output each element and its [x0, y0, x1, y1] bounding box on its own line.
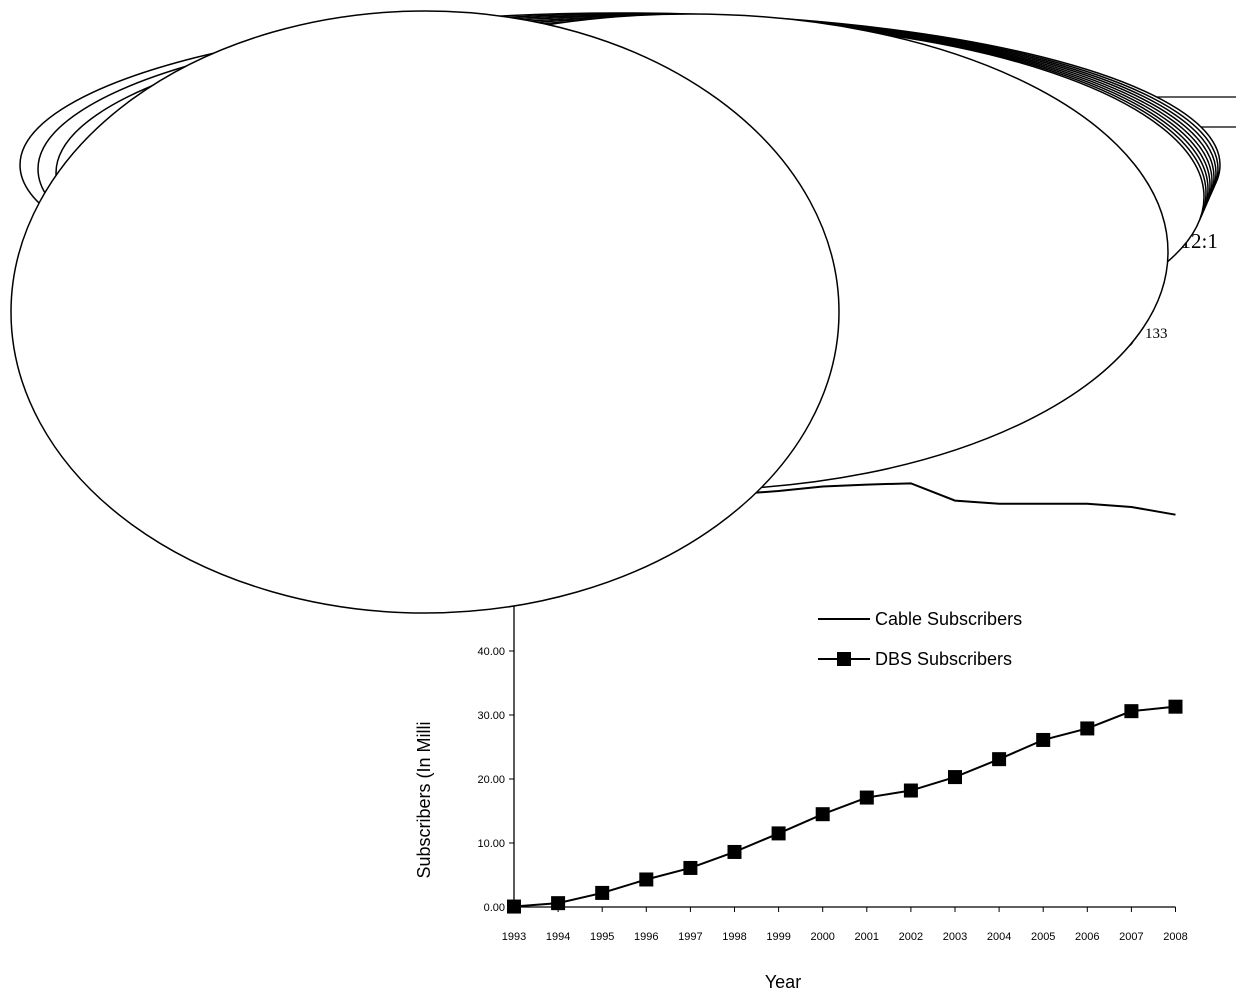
- series-line-cable: [734, 482, 1176, 516]
- dbs-data-point: [948, 770, 962, 785]
- y-tick-label: 20.00: [477, 774, 505, 786]
- y-tick-label: 0.00: [484, 902, 505, 914]
- x-tick-label: 2008: [1163, 931, 1187, 943]
- y-axis-title: Subscribers (In Milli: [414, 721, 434, 878]
- x-tick-label: 2006: [1075, 931, 1099, 943]
- legend-marker: [837, 652, 851, 666]
- dbs-data-point: [1168, 699, 1183, 714]
- x-tick-label: 1999: [766, 931, 790, 943]
- dbs-data-point: [551, 896, 566, 911]
- y-tick-label: 30.00: [477, 710, 505, 722]
- x-tick-label: 1997: [678, 931, 702, 943]
- dbs-data-point: [815, 807, 830, 822]
- superscript-fragment: 133: [1145, 326, 1168, 342]
- x-tick-label: 2003: [943, 931, 967, 943]
- y-tick-label: 40.00: [477, 646, 505, 658]
- x-tick-label: 2001: [855, 931, 879, 943]
- overlay-ellipse-stack: [10, 10, 1221, 614]
- dbs-data-point: [992, 752, 1007, 767]
- x-tick-label: 1998: [722, 931, 746, 943]
- dbs-data-point: [1036, 732, 1051, 747]
- x-tick-label: 2000: [810, 931, 834, 943]
- x-tick-label: 1995: [590, 931, 614, 943]
- x-tick-label: 2007: [1119, 931, 1143, 943]
- y-tick-label: 10.00: [477, 838, 505, 850]
- series-line-dbs: [513, 705, 1176, 908]
- x-tick-label: 1996: [634, 931, 658, 943]
- legend-label: Cable Subscribers: [875, 609, 1022, 629]
- dbs-data-point: [771, 826, 786, 841]
- x-axis-title: Year: [765, 972, 801, 990]
- dbs-data-point: [595, 885, 610, 900]
- legend-label: DBS Subscribers: [875, 649, 1012, 669]
- x-tick-label: 1993: [502, 931, 526, 943]
- dbs-data-point: [859, 790, 874, 805]
- dbs-data-point: [1080, 721, 1095, 736]
- x-tick-label: 1994: [546, 931, 570, 943]
- dbs-data-point: [683, 860, 698, 875]
- plot-area: 0.00 10.00 20.00 30.00 40.00 1993 1994 1995 1996…: [477, 482, 1188, 943]
- dbs-data-point: [639, 872, 654, 887]
- dbs-data-point: [1124, 704, 1139, 719]
- x-tick-label: 2002: [899, 931, 923, 943]
- dbs-data-point: [507, 899, 521, 914]
- dbs-data-point: [903, 783, 918, 798]
- dbs-data-point: [727, 844, 742, 859]
- overlay-ellipse: [10, 10, 840, 614]
- x-tick-label: 2005: [1031, 931, 1055, 943]
- x-tick-label: 2004: [987, 931, 1011, 943]
